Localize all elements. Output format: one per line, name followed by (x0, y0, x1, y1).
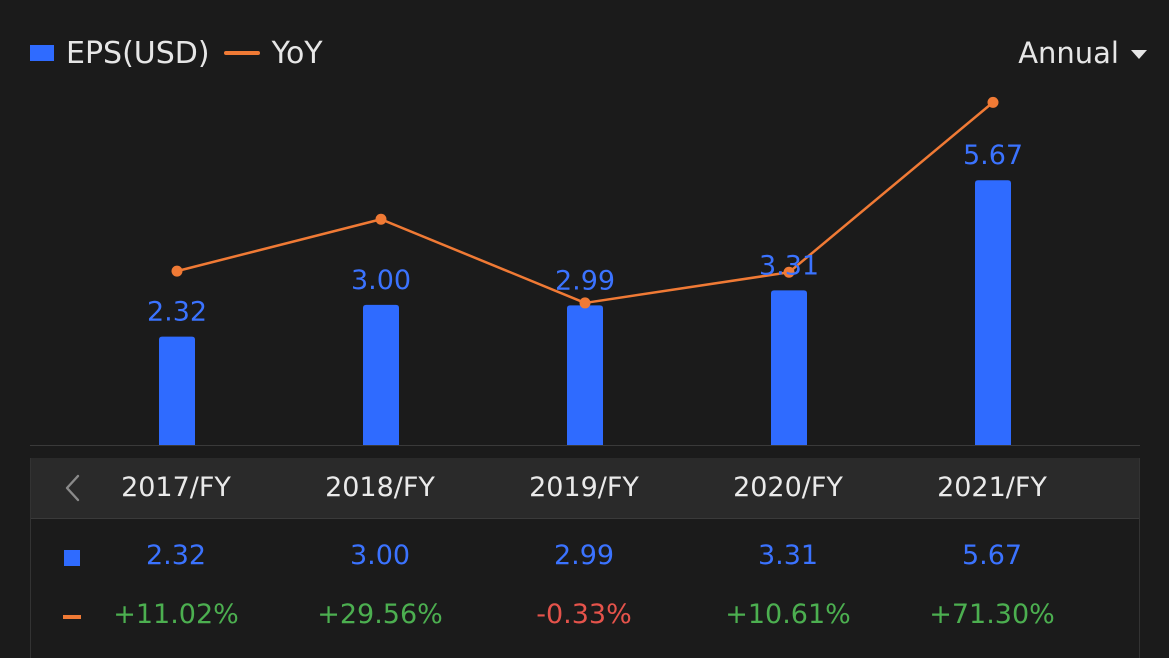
yoy-point[interactable] (375, 213, 387, 225)
yoy-cell-2019: -0.33% (536, 599, 632, 630)
eps-value-label: 2.99 (555, 265, 615, 296)
eps-cell-2017: 2.32 (145, 540, 207, 571)
legend-item-eps[interactable]: EPS(USD) (30, 36, 210, 71)
yoy-point[interactable] (579, 297, 591, 309)
eps-value-label: 2.32 (147, 297, 207, 328)
yoy-row-icon (63, 615, 81, 619)
period-dropdown[interactable]: Annual (1018, 30, 1147, 76)
eps-bar[interactable] (159, 336, 195, 445)
eps-chart: 2.32 3.00 2.99 3.31 5.67 (30, 96, 1140, 446)
column-header-2018: 2018/FY (325, 472, 435, 503)
yoy-point[interactable] (171, 265, 183, 277)
yoy-cell-2021: +71.30% (929, 599, 1055, 630)
column-header-2020: 2020/FY (733, 472, 843, 503)
eps-value-label: 5.67 (963, 140, 1023, 171)
yoy-point[interactable] (783, 266, 795, 278)
eps-bar[interactable] (363, 304, 399, 445)
eps-value-label: 3.00 (351, 265, 411, 296)
yoy-cell-2017: +11.02% (113, 599, 239, 630)
yoy-line-swatch-icon (223, 51, 260, 55)
eps-bar[interactable] (567, 305, 603, 445)
period-label: Annual (1018, 36, 1119, 70)
yoy-cell-2018: +29.56% (317, 599, 443, 630)
eps-bar-swatch-icon (30, 45, 54, 61)
eps-value-label: 3.31 (759, 250, 819, 281)
table-left-border (30, 458, 31, 658)
legend-eps-label: EPS(USD) (66, 35, 210, 71)
column-header-2021: 2021/FY (937, 472, 1047, 503)
column-header-2017: 2017/FY (121, 472, 231, 503)
legend-yoy-label: YoY (271, 35, 323, 71)
eps-cell-2018: 3.00 (349, 540, 411, 571)
table-right-border (1139, 458, 1140, 658)
yoy-point[interactable] (987, 96, 999, 108)
eps-row-icon (64, 550, 80, 566)
eps-bar[interactable] (975, 180, 1011, 445)
chart-legend: EPS(USD) YoY (30, 30, 323, 76)
eps-cell-2020: 3.31 (757, 540, 819, 571)
table-header: 2017/FY 2018/FY 2019/FY 2020/FY 2021/FY (30, 458, 1140, 519)
legend-item-yoy[interactable]: YoY (223, 35, 323, 71)
yoy-cell-2020: +10.61% (725, 599, 851, 630)
eps-cell-2021: 5.67 (961, 540, 1023, 571)
data-table: 2017/FY 2018/FY 2019/FY 2020/FY 2021/FY … (30, 458, 1140, 658)
column-header-2019: 2019/FY (529, 472, 639, 503)
eps-cell-2019: 2.99 (553, 540, 615, 571)
eps-bar[interactable] (771, 290, 807, 445)
caret-down-icon (1131, 49, 1147, 59)
chevron-left-icon[interactable] (58, 472, 90, 504)
